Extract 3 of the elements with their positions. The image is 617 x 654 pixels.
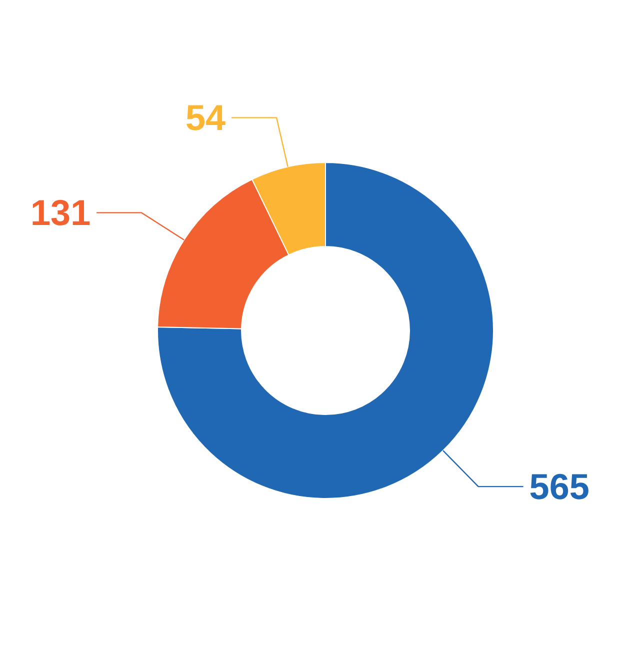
data-label: 565: [529, 466, 590, 508]
data-label: 54: [185, 97, 226, 138]
data-label: 131: [30, 192, 91, 234]
